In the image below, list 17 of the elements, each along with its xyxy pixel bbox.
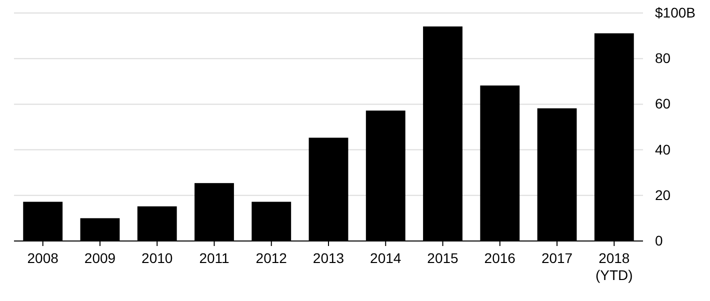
x-tick-label: 2010 (142, 250, 173, 266)
x-tick-label: 2012 (256, 250, 288, 266)
x-tick-label: 2015 (427, 250, 459, 266)
y-tick-label: 80 (655, 50, 671, 66)
x-tick-label: 2013 (312, 250, 344, 266)
x-tick-label: 2008 (27, 250, 59, 266)
x-tick-label: 2009 (84, 250, 116, 266)
y-tick-label: 60 (655, 96, 671, 112)
x-tick-label: 2011 (199, 250, 230, 266)
y-tick-label: 20 (655, 186, 671, 203)
y-tick-label: $100B (655, 4, 696, 20)
x-tick-label: 2018 (YTD) (595, 250, 633, 283)
y-tick-label: 40 (655, 141, 671, 158)
x-tick-label: 2016 (484, 250, 516, 266)
x-tick-label: 2017 (541, 250, 573, 266)
x-tick-label: 2014 (370, 250, 402, 266)
y-tick-label: 0 (655, 232, 663, 248)
